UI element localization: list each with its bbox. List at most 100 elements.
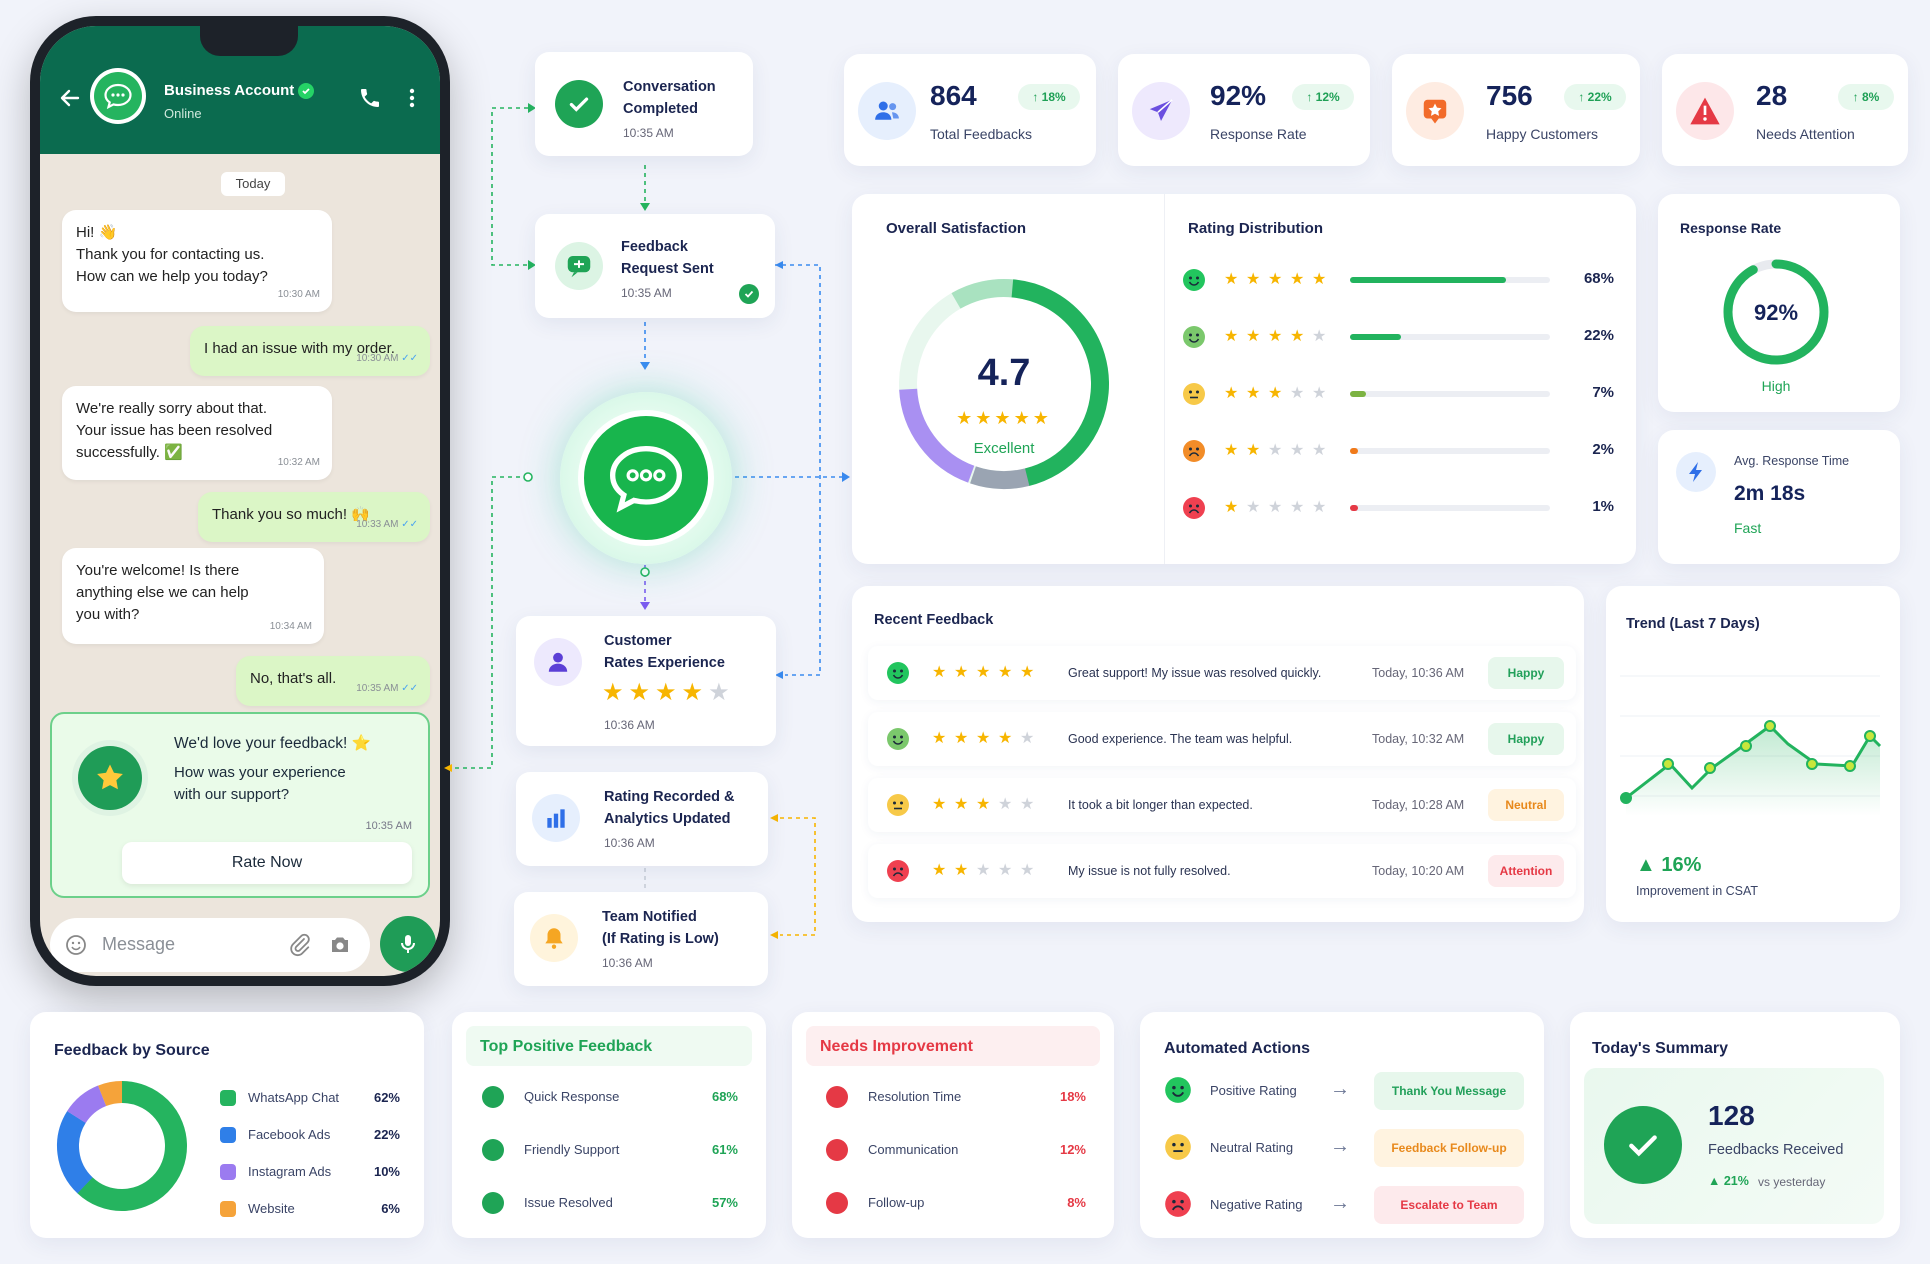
attach-icon[interactable] bbox=[288, 933, 312, 957]
summary-compare: vs yesterday bbox=[1758, 1175, 1826, 1189]
stat-card-happy-customers: 756 Happy Customers ↑ 22% bbox=[1392, 54, 1640, 166]
rate-now-button[interactable]: Rate Now bbox=[122, 842, 412, 884]
stat-value: 28 bbox=[1756, 80, 1788, 111]
star-icon: ★ bbox=[1020, 664, 1035, 681]
stat-card-needs-attention: 28 Needs Attention ↑ 8% bbox=[1662, 54, 1908, 166]
avg-response-value: 2m 18s bbox=[1734, 482, 1806, 505]
improvement-label: Resolution Time bbox=[868, 1089, 962, 1104]
feedback-time: Today, 10:36 AM bbox=[1372, 666, 1465, 680]
action-button[interactable]: Escalate to Team bbox=[1374, 1186, 1524, 1224]
feedback-row[interactable]: ★ ★ ★ ★ ★ Good experience. The team was helpf… bbox=[868, 712, 1576, 766]
distribution-bar-track bbox=[1350, 448, 1550, 454]
emoji-icon[interactable] bbox=[64, 933, 88, 957]
message-out-3: No, that's all. 10:35 AM ✓✓ bbox=[236, 656, 430, 706]
recent-feedback-title: Recent Feedback bbox=[874, 612, 994, 628]
more-options-icon[interactable] bbox=[408, 86, 416, 110]
message-line: Thank you for contacting us. bbox=[76, 246, 265, 263]
distribution-bar-fill bbox=[1350, 505, 1358, 511]
star-icon: ★ bbox=[954, 664, 969, 681]
distribution-percent: 7% bbox=[1592, 384, 1614, 401]
message-line: I had an issue with my order. bbox=[204, 340, 395, 357]
positive-title: Top Positive Feedback bbox=[480, 1038, 653, 1055]
stopwatch-icon bbox=[482, 1086, 504, 1108]
star-icon: ★ bbox=[932, 796, 947, 813]
message-input[interactable]: Message bbox=[102, 934, 176, 954]
flow-node-time: 10:35 AM bbox=[623, 126, 674, 140]
flow-node-recorded: Rating Recorded & Analytics Updated 10:3… bbox=[516, 772, 768, 866]
call-icon[interactable] bbox=[358, 86, 382, 110]
distribution-percent: 2% bbox=[1592, 441, 1614, 458]
happy-face-icon bbox=[886, 727, 910, 751]
mic-button[interactable] bbox=[380, 916, 436, 972]
verified-badge-icon bbox=[298, 83, 314, 99]
stat-change-badge: ↑ 22% bbox=[1564, 84, 1626, 110]
feedback-row[interactable]: ★ ★ ★ ★ ★ It took a bit longer than expected.… bbox=[868, 778, 1576, 832]
flow-node-title: Analytics Updated bbox=[604, 811, 731, 827]
legend-swatch bbox=[220, 1201, 236, 1217]
action-trigger: Negative Rating bbox=[1210, 1197, 1303, 1212]
message-line: anything else we can help bbox=[76, 584, 249, 601]
arrow-right-icon: → bbox=[1330, 1192, 1350, 1214]
stat-label: Response Rate bbox=[1210, 126, 1307, 142]
feedback-tag: Happy bbox=[1488, 657, 1564, 689]
feedback-card-line: with our support? bbox=[174, 786, 290, 803]
back-arrow-icon[interactable] bbox=[58, 86, 82, 110]
actions-title: Automated Actions bbox=[1164, 1040, 1311, 1057]
feedback-text: Great support! My issue was resolved qui… bbox=[1068, 666, 1322, 680]
star-icon: ★ bbox=[1312, 385, 1327, 402]
happy-face-icon bbox=[886, 661, 910, 685]
recent-feedback-card: Recent Feedback ★ ★ ★ ★ ★ Great support! My i… bbox=[852, 586, 1584, 922]
positive-label: Friendly Support bbox=[524, 1142, 620, 1157]
feedback-row[interactable]: ★ ★ ★ ★ ★ My issue is not fully resolved. Toda… bbox=[868, 844, 1576, 898]
feedback-text: It took a bit longer than expected. bbox=[1068, 798, 1253, 812]
star-icon: ★ bbox=[1290, 328, 1305, 345]
stat-card-response-rate: 92% Response Rate ↑ 12% bbox=[1118, 54, 1370, 166]
lightning-icon bbox=[1676, 452, 1716, 492]
star-icon: ★ bbox=[1312, 442, 1327, 459]
rating-distribution-title: Rating Distribution bbox=[1188, 220, 1323, 237]
improvement-label: Communication bbox=[868, 1142, 959, 1157]
flow-node-completed: Conversation Completed 10:35 AM bbox=[535, 52, 753, 156]
arrow-right-icon: → bbox=[1330, 1078, 1350, 1100]
distribution-row: ★ ★ ★ ★ ★ 7% bbox=[852, 382, 1632, 412]
improvement-title: Needs Improvement bbox=[820, 1038, 973, 1055]
check-circle-icon bbox=[1604, 1106, 1682, 1184]
action-button[interactable]: Feedback Follow-up bbox=[1374, 1129, 1524, 1167]
summary-box: 128 Feedbacks Received ▲ 21% vs yesterda… bbox=[1584, 1068, 1884, 1224]
message-out-1: I had an issue with my order. 10:30 AM ✓… bbox=[190, 326, 430, 376]
flow-node-rates: Customer Rates Experience ★★★★★ 10:36 AM bbox=[516, 616, 776, 746]
star-icon: ★ bbox=[1020, 730, 1035, 747]
star-icon: ★ bbox=[1268, 385, 1283, 402]
happy-face-icon bbox=[1164, 1076, 1192, 1104]
sad-face-icon bbox=[886, 859, 910, 883]
whatsapp-hub bbox=[560, 392, 732, 564]
star-icon: ★ bbox=[954, 796, 969, 813]
summary-label: Feedbacks Received bbox=[1708, 1142, 1844, 1158]
sad-face-icon bbox=[1182, 496, 1206, 520]
feedback-by-source-card: Feedback by Source WhatsApp Chat 62% Faceb… bbox=[30, 1012, 424, 1238]
phone-mockup: Business Account Online Today Hi! 👋 Than… bbox=[30, 16, 450, 986]
distribution-percent: 1% bbox=[1592, 498, 1614, 515]
legend-swatch bbox=[220, 1164, 236, 1180]
sent-check-icon bbox=[739, 284, 759, 304]
microphone-icon bbox=[401, 935, 415, 953]
message-input-bar[interactable]: Message bbox=[50, 918, 370, 972]
camera-icon[interactable] bbox=[328, 933, 352, 957]
distribution-row: ★ ★ ★ ★ ★ 2% bbox=[852, 439, 1632, 469]
star-icon: ★ bbox=[998, 796, 1013, 813]
stat-value: 864 bbox=[930, 80, 977, 111]
source-donut-chart bbox=[57, 1081, 187, 1211]
message-in-3: You're welcome! Is there anything else w… bbox=[62, 548, 324, 644]
summary-change: ▲ 21% bbox=[1708, 1174, 1749, 1188]
stat-label: Happy Customers bbox=[1486, 126, 1599, 142]
trend-label: Improvement in CSAT bbox=[1636, 884, 1759, 898]
action-button[interactable]: Thank You Message bbox=[1374, 1072, 1524, 1110]
message-line: Your issue has been resolved bbox=[76, 422, 273, 439]
feedback-row[interactable]: ★ ★ ★ ★ ★ Great support! My issue was resolve… bbox=[868, 646, 1576, 700]
message-line: Thank you so much! 🙌 bbox=[212, 506, 370, 523]
donut-slice bbox=[57, 1081, 187, 1211]
avatar[interactable] bbox=[90, 68, 146, 124]
stat-label: Needs Attention bbox=[1756, 126, 1855, 142]
message-in-1: Hi! 👋 Thank you for contacting us. How c… bbox=[62, 210, 332, 312]
feedback-time: Today, 10:28 AM bbox=[1372, 798, 1465, 812]
